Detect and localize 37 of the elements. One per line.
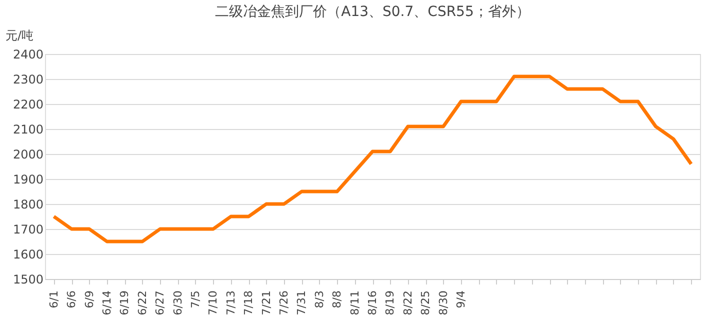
x-tick-label: 8/30 [436, 290, 450, 316]
x-tick-label: 6/30 [171, 290, 184, 316]
y-tick-label: 1600 [12, 248, 44, 262]
y-tick-label: 2000 [12, 148, 44, 162]
x-tick-label: 7/21 [260, 290, 273, 316]
x-tick-label: 7/13 [224, 290, 238, 316]
x-tick-label: 6/22 [136, 290, 149, 316]
line-series [52, 74, 693, 244]
y-tick-label: 1800 [12, 198, 44, 212]
x-tick-label: 8/11 [348, 290, 362, 316]
x-tick-label: 9/4 [454, 290, 468, 308]
x-tick-label: 7/5 [188, 290, 202, 308]
x-tick-label: 6/6 [65, 290, 78, 308]
y-tick-label: 2400 [12, 48, 44, 62]
y-tick-label: 2300 [12, 72, 44, 86]
x-tick-label: 8/19 [384, 290, 397, 316]
chart-title: 二级冶金焦到厂价（A13、S0.7、CSR55；省外） [215, 4, 530, 20]
y-axis-title: 元/吨 [6, 28, 34, 42]
x-tick-label: 8/16 [366, 290, 379, 316]
x-tick-label: 7/26 [277, 290, 290, 316]
y-tick-label: 1500 [12, 272, 44, 286]
x-tick-label: 7/18 [242, 290, 256, 316]
x-tick-label: 6/1 [47, 290, 60, 308]
y-tick-label: 2200 [12, 98, 44, 112]
y-tick-label: 2100 [12, 122, 44, 136]
x-tick-label: 7/31 [295, 290, 308, 316]
y-tick-label: 1900 [12, 172, 44, 186]
x-tick-label: 6/27 [154, 290, 167, 316]
x-tick-label: 8/8 [330, 290, 344, 308]
x-tick-label: 7/10 [206, 290, 220, 316]
x-tick-label: 8/3 [312, 290, 326, 308]
x-tick-label: 6/19 [118, 290, 132, 316]
x-tick-label: 6/14 [100, 290, 114, 316]
x-tick-label: 6/9 [82, 290, 96, 308]
x-tick-label: 8/25 [419, 290, 432, 316]
x-tick-label: 8/22 [401, 290, 414, 316]
y-tick-label: 1700 [12, 222, 44, 236]
